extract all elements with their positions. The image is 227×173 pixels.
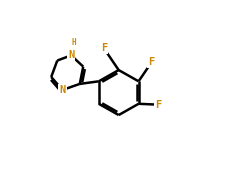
Text: F: F [148, 57, 155, 67]
Text: F: F [101, 43, 107, 53]
Text: N: N [59, 85, 66, 95]
Text: N: N [68, 50, 74, 60]
Text: H: H [72, 38, 76, 47]
Text: F: F [155, 100, 162, 110]
